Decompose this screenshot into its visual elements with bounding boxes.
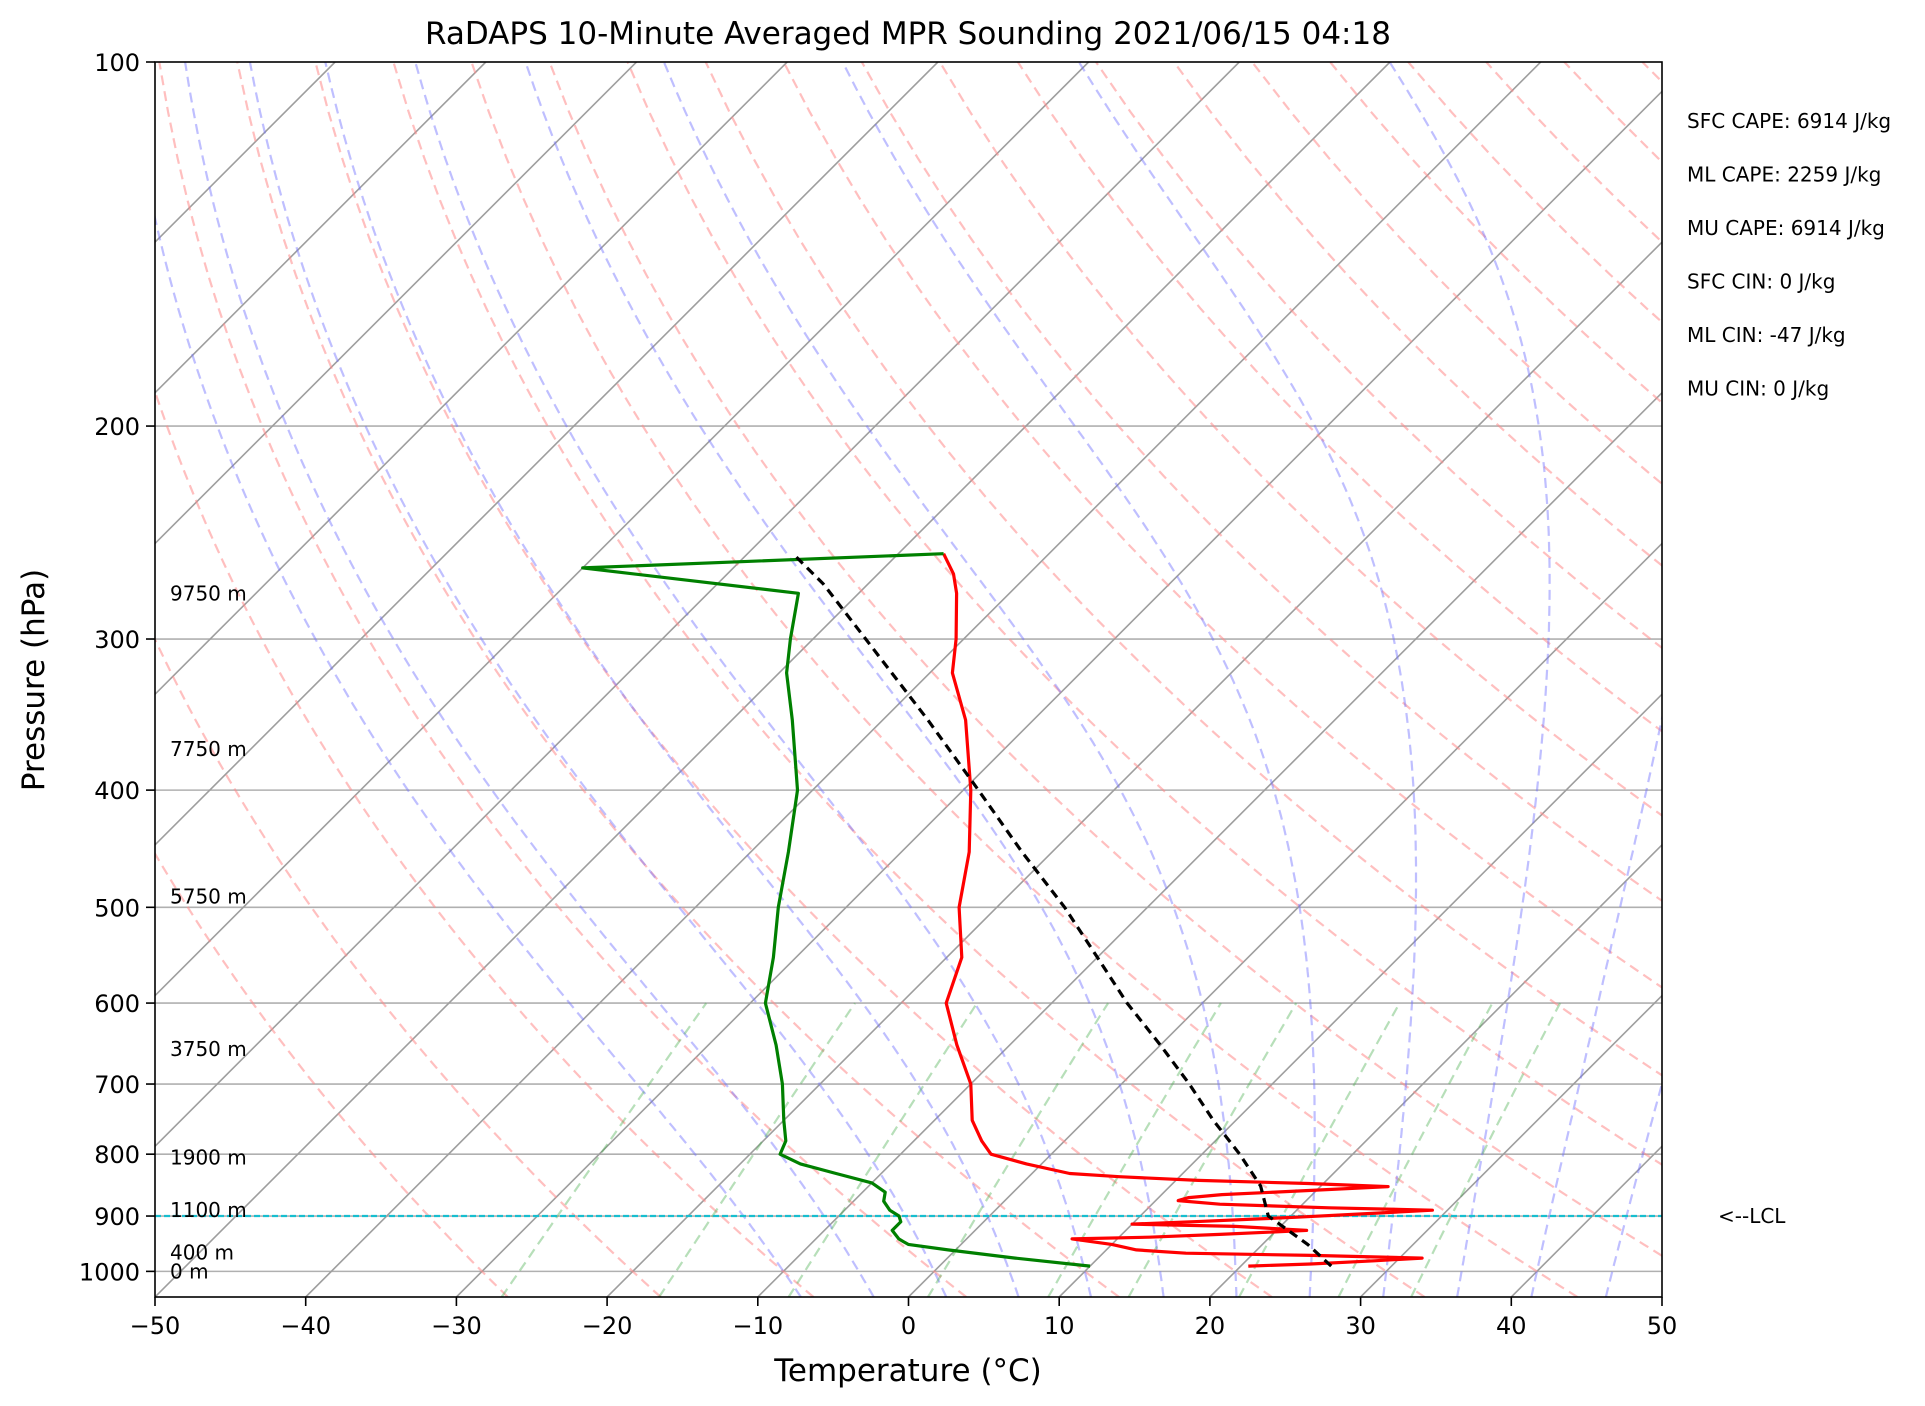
x-tick-label: 50 [1647,1312,1678,1340]
lcl-annotation: <--LCL [1718,1204,1786,1228]
y-axis-ticks: 100 200 300 400 500 600 700 800 900 1000 [79,49,155,1286]
mixing-ratio-line [1047,1002,1222,1297]
parameter-text: ML CAPE: 2259 J/kg [1687,163,1881,187]
y-tick-label: 1000 [79,1258,140,1286]
isotherm-line [155,62,1090,997]
y-tick-label: 300 [94,626,140,654]
isotherm-line [155,62,1240,1148]
isotherm-line [1058,693,1662,1297]
height-label: 7750 m [170,737,247,761]
x-tick-label: 20 [1195,1312,1226,1340]
x-axis-ticks: −50 −40 −30 −20 −10 0 10 20 30 40 50 [130,1297,1678,1340]
isotherm-line [1209,843,1662,1297]
x-tick-label: −20 [582,1312,633,1340]
x-tick-label: 30 [1345,1312,1376,1340]
temperature-trace [942,552,1434,1268]
dry-adiabat-line [1016,62,1662,733]
dry-adiabat-line [314,62,1273,1297]
dry-adiabat-line [626,62,1662,1166]
isotherm-line [907,542,1662,1297]
mixing-ratio-line [1127,1002,1298,1297]
dry-adiabat-line [392,62,1426,1297]
dry-adiabat-line [1173,62,1662,567]
dry-adiabat-line [155,851,509,1297]
moist-adiabat-line [1530,713,1662,1297]
moist-adiabat-line [184,62,875,1297]
y-tick-label: 500 [94,894,140,922]
x-tick-label: 0 [901,1312,916,1340]
y-tick-label: 200 [94,413,140,441]
mixing-ratio-line [1337,1002,1494,1297]
y-axis-label: Pressure (hPa) [16,569,52,791]
isotherm-line [155,62,1391,1297]
moist-adiabat-line [1388,62,1551,1297]
height-label: 400 m [170,1241,234,1265]
dry-adiabat-line [548,62,1662,1258]
x-axis-label: Temperature (°C) [773,1353,1042,1389]
parameter-text: SFC CAPE: 6914 J/kg [1687,109,1891,133]
height-labels: 9750 m 7750 m 5750 m 3750 m 1900 m 1100 m 400 … [170,581,247,1283]
mixing-ratio-line [1238,1002,1401,1297]
dry-adiabat-line [236,62,1120,1297]
dry-adiabat-line [782,62,1662,989]
isotherm-line [606,240,1662,1297]
x-tick-label: −50 [130,1312,181,1340]
height-label: 9750 m [170,581,247,605]
x-tick-label: −40 [280,1312,331,1340]
isotherm-line [455,90,1662,1297]
mixing-ratio-line [927,1002,1110,1297]
parameter-text: SFC CIN: 0 J/kg [1687,270,1835,294]
parameter-list: SFC CAPE: 6914 J/kg ML CAPE: 2259 J/kg MU … [1687,109,1891,401]
isotherm-line [155,62,939,847]
isotherm-line [305,62,1542,1297]
mixing-ratio-line [787,1002,978,1297]
x-tick-label: −30 [431,1312,482,1340]
y-tick-label: 800 [94,1141,140,1169]
isotherm-line [155,62,638,545]
x-tick-label: −10 [732,1312,783,1340]
grid-layer [155,62,1662,1297]
parameter-text: MU CAPE: 6914 J/kg [1687,216,1885,240]
moist-adiabat-line [324,62,1020,1297]
isotherm-line [155,62,788,696]
mixing-ratio-line [658,1002,856,1297]
mixing-ratio-line [1410,1002,1562,1297]
y-tick-label: 400 [94,777,140,805]
height-label: 1100 m [170,1198,247,1222]
dewpoint-trace [581,552,1091,1268]
moist-adiabat-line [1604,1079,1662,1297]
y-tick-label: 700 [94,1071,140,1099]
height-label: 5750 m [170,885,247,909]
chart-title: RaDAPS 10-Minute Averaged MPR Sounding 2… [425,16,1391,52]
moist-adiabat-line [414,62,1093,1297]
dry-adiabat-line [155,637,662,1297]
isotherm-line [155,62,487,394]
y-tick-label: 900 [94,1203,140,1231]
moist-adiabat-line [841,62,1316,1297]
parameter-text: ML CIN: -47 J/kg [1687,323,1846,347]
dry-adiabat-line [155,388,815,1297]
parameter-text: MU CIN: 0 J/kg [1687,377,1829,401]
isotherm-line [1360,994,1662,1297]
lcl-label: <--LCL [1718,1204,1786,1228]
isotherm-line [757,391,1662,1297]
parcel-trace [791,552,1333,1268]
height-label: 1900 m [170,1145,247,1169]
moist-adiabat-line [662,62,1238,1297]
height-label: 0 m [170,1259,209,1283]
x-tick-label: 10 [1044,1312,1075,1340]
dry-adiabat-line [938,62,1662,817]
height-label: 3750 m [170,1037,247,1061]
x-tick-label: 40 [1496,1312,1527,1340]
dry-adiabat-line [158,62,967,1297]
data-layer [155,552,1662,1268]
moist-adiabat-line [155,213,802,1297]
y-tick-label: 100 [94,49,140,77]
y-tick-label: 600 [94,990,140,1018]
moist-adiabat-line [248,62,948,1297]
